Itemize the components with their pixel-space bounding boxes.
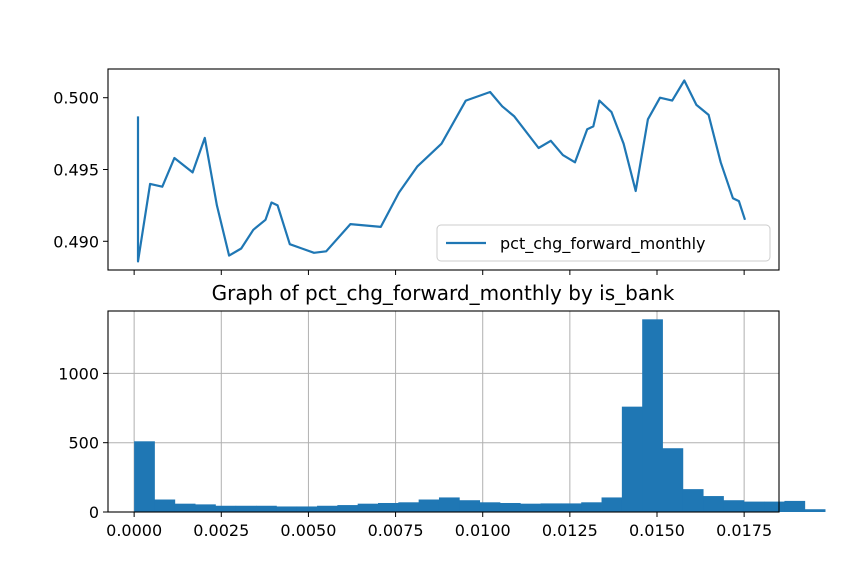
- histogram-bar: [378, 502, 399, 512]
- legend-label: pct_chg_forward_monthly: [500, 234, 706, 254]
- histogram-y-axis: 0 500 1000: [58, 364, 108, 522]
- histogram-bar: [499, 502, 521, 512]
- histogram-x-tick-label: 0.0100: [455, 521, 511, 540]
- histogram-bar: [134, 441, 155, 512]
- histogram-bar: [398, 502, 420, 512]
- line-y-tick-label: 0.500: [53, 89, 99, 108]
- legend-box: [436, 224, 771, 262]
- histogram-bar: [621, 406, 643, 512]
- histogram-bar: [154, 499, 176, 512]
- histogram-bar: [215, 505, 237, 512]
- histogram-bar: [642, 319, 663, 512]
- histogram-bar: [195, 504, 216, 512]
- line-y-tick-label: 0.490: [53, 232, 99, 251]
- histogram-bar: [296, 506, 318, 512]
- histogram-x-tick-label: 0.0125: [542, 521, 598, 540]
- histogram-y-tick-label: 500: [68, 434, 99, 453]
- histogram-bar: [337, 505, 359, 512]
- histogram-bar: [560, 503, 582, 512]
- histogram-x-tick-label: 0.0150: [629, 521, 685, 540]
- line-chart-panel: 0.490 0.495 0.500 pct_chg_forward_monthly: [53, 68, 780, 275]
- histogram-x-tick-label: 0.0175: [716, 521, 772, 540]
- histogram-bar: [520, 503, 541, 512]
- histogram-bar: [276, 506, 298, 512]
- histogram-y-tick-label: 0: [89, 503, 99, 522]
- series-line-pct-chg-forward-monthly: [136, 79, 747, 263]
- histogram-bar: [682, 489, 704, 512]
- histogram-x-tick-label: 0.0050: [280, 521, 336, 540]
- histogram-x-tick-label: 0.0025: [193, 521, 249, 540]
- histogram-bar: [256, 505, 277, 512]
- line-y-tick-label: 0.495: [53, 161, 99, 180]
- histogram-bars: [134, 319, 826, 512]
- line-y-axis: 0.490 0.495 0.500: [53, 89, 108, 251]
- histogram-bar: [479, 502, 501, 512]
- histogram-bar: [581, 502, 602, 512]
- histogram-bar: [357, 503, 379, 512]
- line-x-axis: [133, 270, 745, 275]
- histogram-bar: [804, 509, 826, 512]
- histogram-bar: [703, 496, 724, 512]
- histogram-bar: [540, 503, 562, 512]
- histogram-bar: [764, 501, 785, 512]
- histogram-x-axis: 0.0000 0.0025 0.0050 0.0075 0.0100 0.0125 0.01…: [106, 512, 772, 540]
- histogram-title: Graph of pct_chg_forward_monthly by is_b…: [212, 281, 675, 305]
- histogram-bar: [438, 497, 460, 512]
- histogram-x-tick-label: 0.0075: [368, 521, 424, 540]
- histogram-bar: [723, 500, 745, 512]
- histogram-bar: [784, 500, 806, 512]
- histogram-y-tick-label: 1000: [58, 364, 99, 383]
- histogram-bar: [662, 448, 684, 512]
- histogram-bar: [459, 500, 481, 512]
- histogram-bar: [418, 499, 440, 512]
- legend: pct_chg_forward_monthly: [436, 224, 771, 262]
- histogram-bar: [174, 503, 196, 512]
- histogram-bar: [601, 497, 623, 512]
- histogram-bar: [317, 505, 338, 512]
- line-plot-frame: [107, 68, 780, 271]
- histogram-x-tick-label: 0.0000: [106, 521, 162, 540]
- histogram-bar: [235, 505, 257, 512]
- histogram-plot-frame: [107, 310, 780, 513]
- histogram-bar: [743, 501, 765, 512]
